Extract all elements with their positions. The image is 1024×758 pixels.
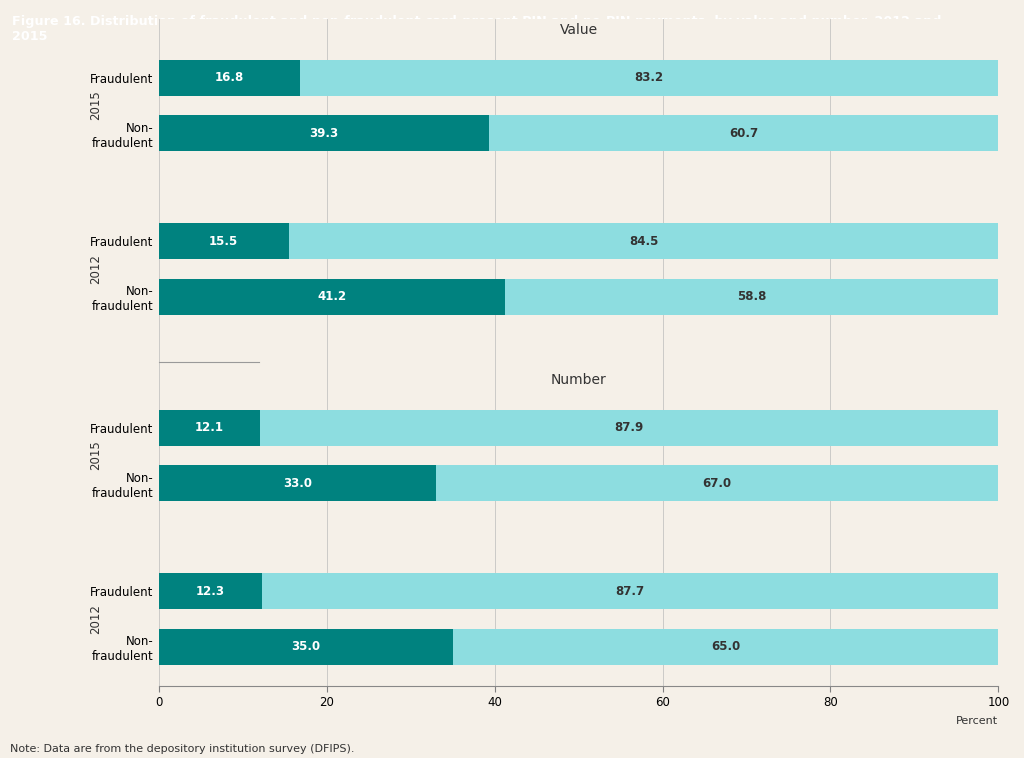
Bar [289,224,998,259]
Text: Percent: Percent [956,716,998,726]
Bar [159,465,436,501]
Text: 15.5: 15.5 [209,235,239,248]
Text: 2012: 2012 [89,604,102,634]
Text: 87.7: 87.7 [615,584,645,597]
Text: 2015: 2015 [89,91,102,121]
Text: 2012: 2012 [89,254,102,284]
Bar [488,115,998,152]
Bar [159,224,289,259]
Text: 84.5: 84.5 [629,235,658,248]
Bar [159,60,300,96]
Text: 83.2: 83.2 [635,71,664,84]
Bar [159,279,505,315]
Text: 67.0: 67.0 [702,477,732,490]
Text: 39.3: 39.3 [309,127,338,140]
Text: 35.0: 35.0 [291,641,321,653]
Text: 2015: 2015 [89,440,102,471]
Bar [262,573,998,609]
Bar [260,409,998,446]
Bar [159,115,488,152]
Text: 41.2: 41.2 [317,290,346,303]
Text: 16.8: 16.8 [215,71,244,84]
Bar [300,60,998,96]
Text: 65.0: 65.0 [711,641,740,653]
Text: Note: Data are from the depository institution survey (DFIPS).: Note: Data are from the depository insti… [10,744,354,754]
Text: 33.0: 33.0 [283,477,311,490]
Bar [436,465,998,501]
Text: Value: Value [559,23,598,37]
Text: 60.7: 60.7 [729,127,758,140]
Text: 12.1: 12.1 [195,421,224,434]
Bar [159,409,260,446]
Text: 12.3: 12.3 [196,584,225,597]
Text: Number: Number [551,373,606,387]
Text: 58.8: 58.8 [737,290,766,303]
Bar [453,629,998,665]
Bar [159,573,262,609]
Bar [159,629,453,665]
Bar [505,279,998,315]
Text: 87.9: 87.9 [614,421,644,434]
Text: Figure 16. Distribution of fraudulent and non-fraudulent card-present PIN and no: Figure 16. Distribution of fraudulent an… [12,15,942,43]
